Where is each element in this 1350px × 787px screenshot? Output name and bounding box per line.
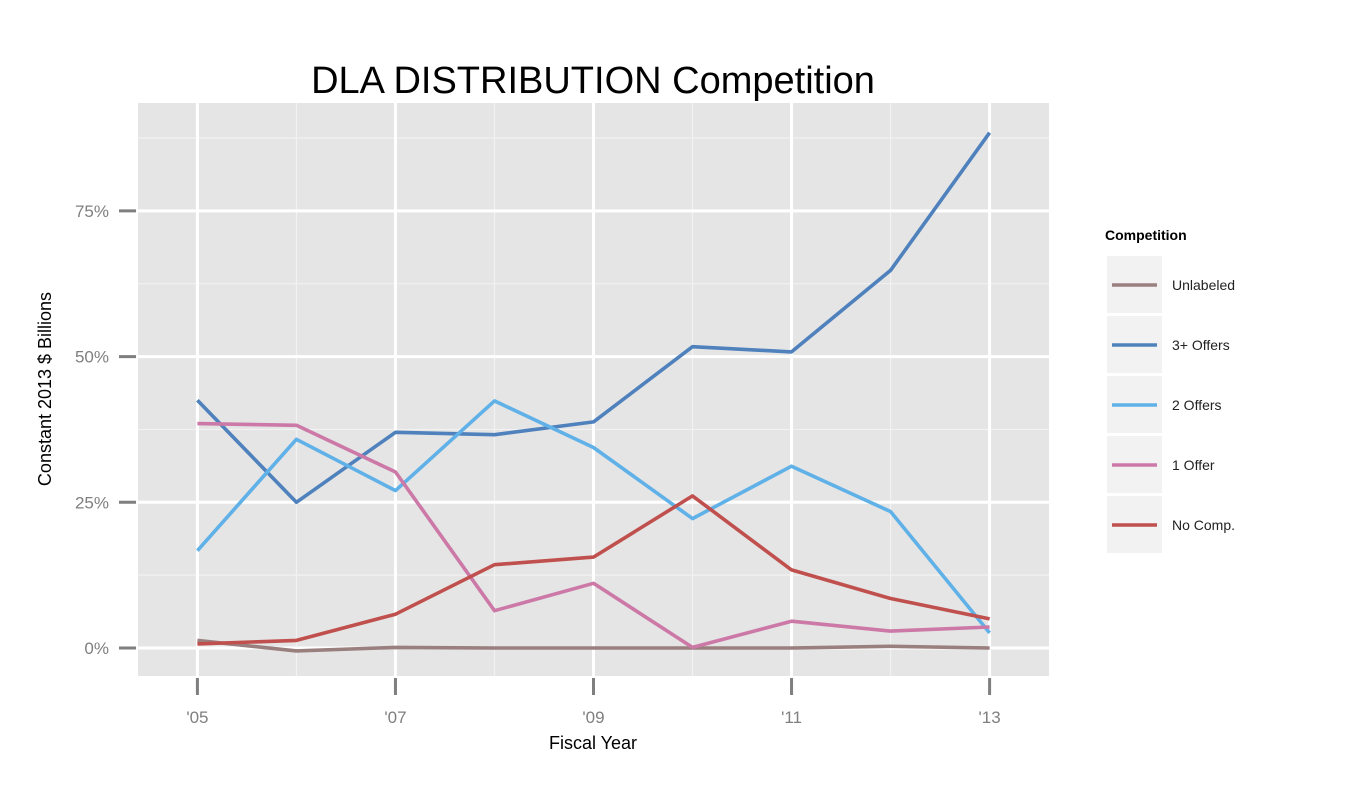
legend-label: Unlabeled [1172,277,1235,293]
x-tick-label: '05 [186,708,208,727]
legend-label: No Comp. [1172,517,1235,533]
x-axis-title: Fiscal Year [549,733,637,753]
chart-title: DLA DISTRIBUTION Competition [311,60,875,102]
x-tick-label: '13 [979,708,1001,727]
series-line-2-offers [196,399,991,635]
y-tick-label: 0% [84,639,109,658]
grid-major [138,103,1049,676]
legend-title: Competition [1105,227,1187,243]
x-axis: '05 '07 '09 '11 '13 [186,678,1001,727]
y-axis: 0% 25% 50% 75% [75,202,136,658]
x-tick-label: '09 [582,708,604,727]
legend: Competition Unlabeled 3+ Offers 2 Offers 1 … [1105,227,1235,553]
legend-label: 3+ Offers [1172,337,1230,353]
series-lines [196,131,992,653]
x-tick-label: '11 [781,708,802,727]
series-line-unlabeled [197,638,990,653]
y-tick-label: 50% [75,348,109,367]
y-tick-label: 25% [75,493,109,512]
series-line-1-offer [197,421,990,650]
x-tick-label: '07 [384,708,406,727]
series-line-no-comp [197,494,990,646]
y-axis-title: Constant 2013 $ Billions [35,292,55,486]
series-line-3-offers [196,131,992,505]
y-tick-label: 75% [75,202,109,221]
legend-label: 1 Offer [1172,457,1215,473]
legend-label: 2 Offers [1172,397,1222,413]
